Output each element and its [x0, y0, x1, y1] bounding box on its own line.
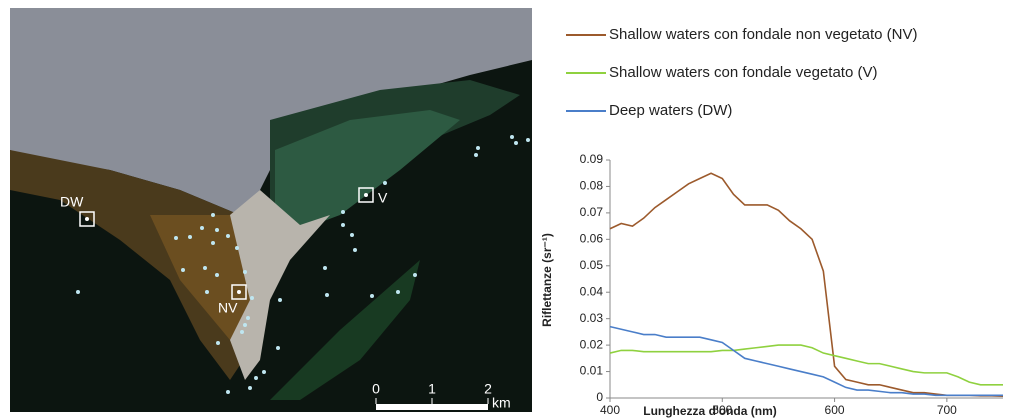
x-tick-label: 400 [600, 403, 620, 417]
y-tick-label: 0.06 [580, 232, 604, 246]
y-axis-label: Riflettanze (sr⁻¹) [540, 233, 554, 327]
series-line [610, 345, 1003, 385]
scale-bar [376, 404, 488, 410]
satellite-image: DW V NV 0 1 2 km [10, 8, 532, 412]
scale-unit: km [492, 395, 511, 411]
scale-tick: 0 [372, 381, 380, 397]
legend-label: Shallow waters con fondale vegetato (V) [609, 64, 877, 81]
y-tick-label: 0.07 [580, 205, 604, 219]
x-tick-label: 600 [825, 403, 845, 417]
y-tick-label: 0.08 [580, 179, 604, 193]
y-tick-label: 0.05 [580, 258, 604, 272]
y-tick-label: 0 [596, 390, 603, 404]
y-tick-label: 0.09 [580, 152, 604, 166]
series-line [610, 173, 1003, 396]
scale-tick: 1 [428, 381, 436, 397]
x-tick-label: 500 [712, 403, 732, 417]
legend-label: Shallow waters con fondale non vegetato … [609, 26, 918, 43]
site-label: NV [218, 300, 238, 316]
figure: DW V NV 0 1 2 km Lunghezza d'onda (nm) R… [0, 0, 1029, 420]
x-axis-label: Lunghezza d'onda (nm) [643, 404, 777, 418]
y-tick-label: 0.03 [580, 311, 604, 325]
y-tick-label: 0.01 [580, 364, 604, 378]
scale-tick: 2 [484, 381, 492, 397]
y-tick-label: 0.04 [580, 284, 604, 298]
legend-label: Deep waters (DW) [609, 102, 732, 119]
x-tick-label: 700 [937, 403, 957, 417]
y-tick-label: 0.02 [580, 337, 604, 351]
site-label: V [378, 190, 388, 206]
series-line [610, 327, 1003, 396]
site-label: DW [60, 194, 84, 210]
